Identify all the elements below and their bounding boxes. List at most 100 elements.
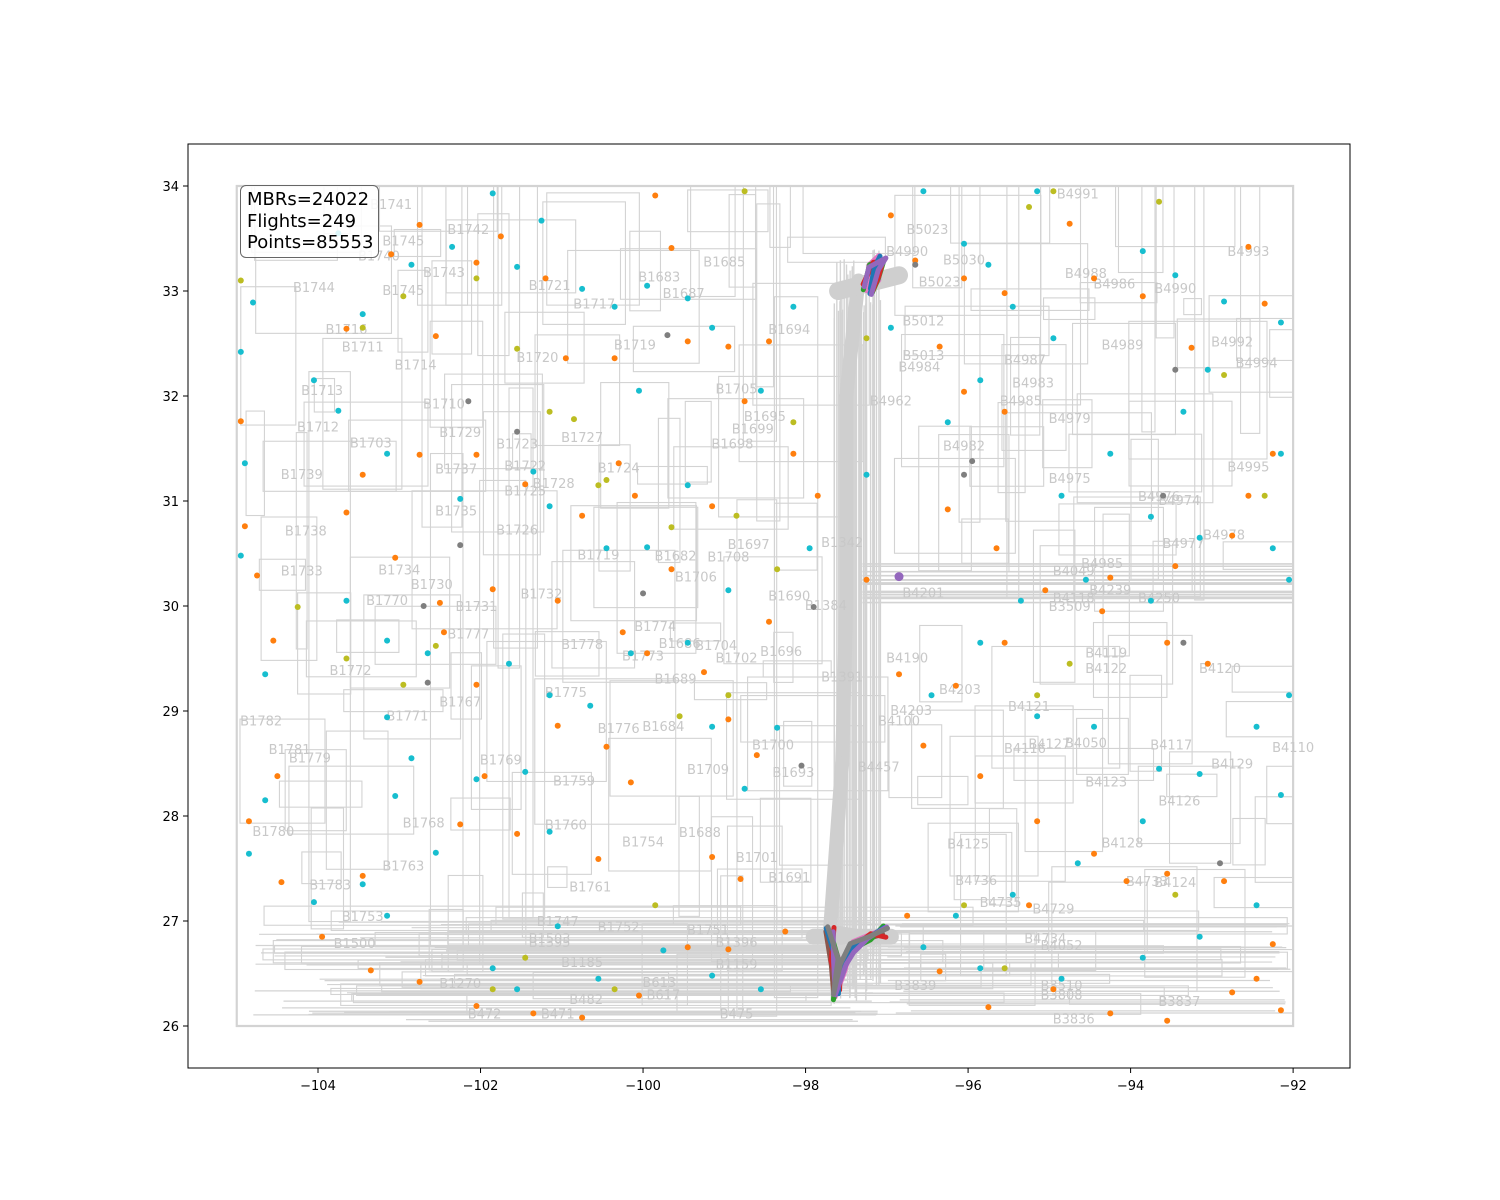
- data-point: [961, 240, 968, 247]
- data-point: [961, 275, 968, 282]
- data-point: [1139, 248, 1146, 255]
- data-point: [782, 928, 789, 935]
- mbr-label: B4985: [1081, 557, 1123, 572]
- mbr-label: B4733: [1126, 875, 1168, 890]
- data-point: [709, 972, 716, 979]
- mbr-label: B1683: [638, 270, 680, 285]
- flight-count-label: Flights=249: [247, 210, 357, 232]
- mbr-label: B1702: [715, 652, 757, 667]
- data-point: [1261, 300, 1268, 307]
- data-point: [1172, 563, 1179, 570]
- x-tick-label: −94: [1117, 1079, 1144, 1094]
- data-point: [1001, 290, 1008, 297]
- mbr-label: B1726: [496, 523, 538, 538]
- mbr-box: [1183, 298, 1203, 316]
- data-point: [1034, 713, 1041, 720]
- mbr-box: [374, 605, 497, 665]
- mbr-box: [278, 780, 363, 808]
- data-point: [595, 482, 602, 489]
- mbr-box: [397, 269, 429, 353]
- data-point: [546, 828, 553, 835]
- mbr-box: [348, 419, 487, 492]
- mbr-label: B1686: [659, 637, 701, 652]
- mbr-label: B1763: [382, 859, 424, 874]
- data-point: [359, 872, 366, 879]
- data-point: [640, 590, 647, 597]
- mbr-box: [504, 311, 585, 384]
- mbr-label: B1721: [529, 279, 571, 294]
- data-point: [936, 968, 943, 975]
- mbr-box: [534, 334, 621, 447]
- mbr-label: B475: [720, 1007, 754, 1022]
- mbr-box: [687, 189, 769, 233]
- mbr-label: B3836: [1053, 1013, 1095, 1028]
- mbr-box: [547, 866, 568, 889]
- mbr-label: B1396: [715, 936, 757, 951]
- data-point: [709, 723, 716, 730]
- mbr-box: [1269, 329, 1294, 398]
- mbr-label: B1777: [447, 627, 489, 642]
- data-point: [237, 418, 244, 425]
- data-point: [562, 355, 569, 362]
- data-point: [1058, 975, 1065, 982]
- data-point: [737, 876, 744, 882]
- data-point: [465, 398, 472, 405]
- data-point: [473, 451, 480, 458]
- mbr-box: [1225, 701, 1294, 738]
- data-point: [408, 261, 415, 268]
- data-point: [335, 407, 342, 414]
- data-point: [611, 986, 618, 993]
- mbr-label: B1733: [281, 564, 323, 579]
- mbr-box: [1032, 529, 1076, 683]
- data-point: [245, 818, 252, 825]
- mbr-box: [1115, 185, 1236, 248]
- mbr-label: B1782: [240, 715, 282, 730]
- data-point: [725, 692, 732, 699]
- mbr-label: B3509: [1049, 600, 1091, 615]
- mbr-box: [363, 594, 462, 740]
- data-point: [1286, 576, 1293, 583]
- mbr-box: [313, 377, 336, 413]
- mbr-box: [1236, 317, 1294, 362]
- data-point: [725, 946, 732, 953]
- data-point: [420, 603, 427, 609]
- data-point: [709, 324, 716, 331]
- mbr-label: B1752: [598, 920, 640, 935]
- mbr-label: B1503: [529, 932, 571, 947]
- data-point: [766, 618, 772, 625]
- mbr-label: B1741: [370, 198, 412, 213]
- data-point: [611, 355, 618, 362]
- data-point: [1156, 765, 1163, 772]
- mbr-box: [512, 433, 532, 469]
- mbr-label: B1743: [423, 266, 465, 281]
- mbr-label: B1695: [744, 410, 786, 425]
- mbr-box: [431, 260, 473, 355]
- mbr-label: B1769: [480, 753, 522, 768]
- data-point: [473, 259, 480, 266]
- y-tick-label: 33: [162, 285, 179, 300]
- mbr-box: [893, 457, 1016, 554]
- mbr-box: [723, 556, 823, 665]
- data-point: [920, 188, 927, 195]
- data-point: [489, 965, 496, 972]
- data-point: [631, 492, 638, 499]
- data-point: [595, 856, 602, 863]
- mbr-box: [551, 561, 636, 669]
- mbr-label: B4239: [1089, 583, 1131, 598]
- mbr-label: B1732: [520, 587, 562, 602]
- data-point: [753, 752, 760, 759]
- mbr-label: B4122: [1085, 662, 1127, 677]
- data-point: [668, 524, 675, 531]
- mbr-label: B1759: [553, 774, 595, 789]
- mbr-box: [310, 807, 345, 930]
- data-point: [538, 217, 545, 224]
- data-point: [627, 779, 634, 786]
- mbr-label: B4050: [1065, 737, 1107, 752]
- data-point: [619, 629, 626, 636]
- data-point: [790, 303, 797, 310]
- data-point: [944, 419, 951, 426]
- data-point: [473, 1003, 480, 1010]
- mbr-label: B1690: [768, 590, 810, 605]
- mbr-box: [343, 689, 444, 713]
- mbr-box: [593, 506, 699, 609]
